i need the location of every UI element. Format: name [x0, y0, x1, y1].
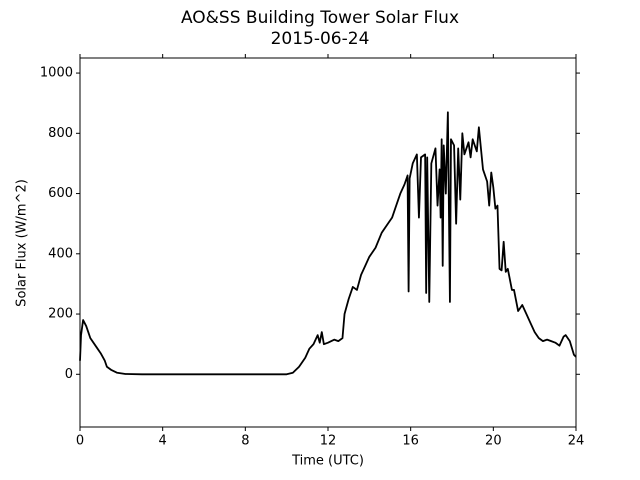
y-tick-label: 600 [48, 186, 73, 201]
y-axis-label: Solar Flux (W/m^2) [15, 179, 30, 307]
plot-frame [79, 57, 577, 428]
x-tick-label: 12 [320, 434, 337, 449]
x-tick-label: 24 [568, 434, 585, 449]
data-line [79, 111, 577, 376]
x-tick-label: 8 [241, 434, 249, 449]
x-tick-label: 4 [159, 434, 167, 449]
y-tick-label: 1000 [40, 66, 73, 81]
y-tick-label: 800 [48, 126, 73, 141]
chart-subtitle: 2015-06-24 [271, 29, 370, 49]
x-tick-label: 20 [485, 434, 502, 449]
y-tick-label: 200 [48, 307, 73, 322]
y-tick-label: 400 [48, 246, 73, 261]
x-axis-label: Time (UTC) [291, 454, 364, 469]
x-tick-label: 16 [402, 434, 419, 449]
chart-title: AO&SS Building Tower Solar Flux [181, 8, 459, 28]
y-tick-label: 0 [65, 367, 73, 382]
x-tick-label: 0 [76, 434, 84, 449]
